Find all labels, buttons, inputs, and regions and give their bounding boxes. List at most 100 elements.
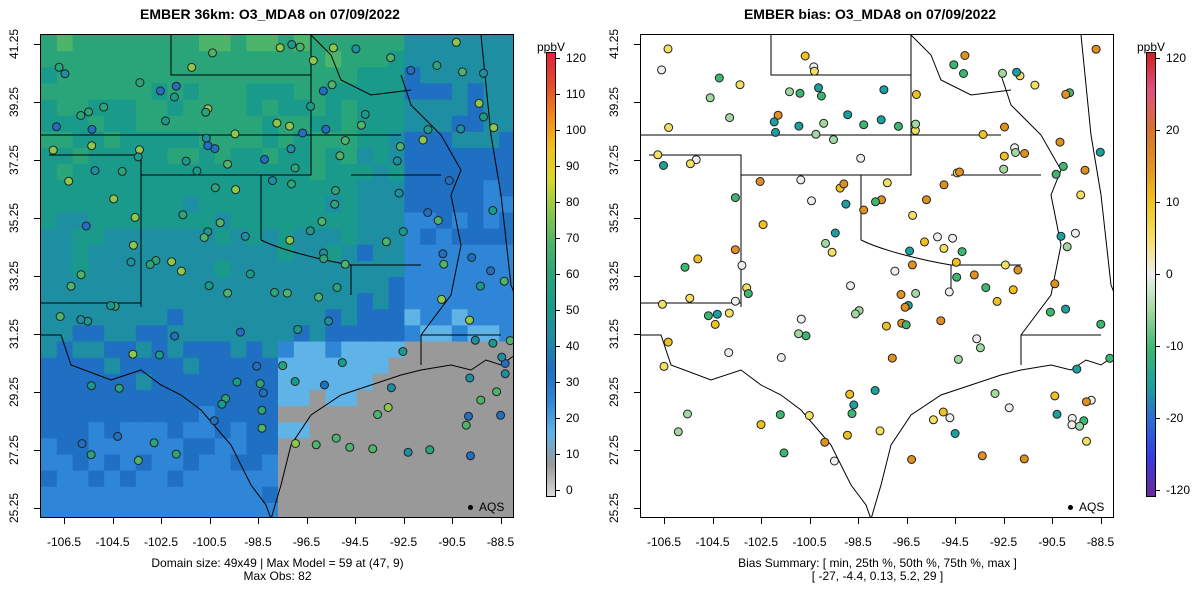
model-field-cell [404,131,421,149]
model-field-cell [151,373,168,391]
aqs-station-marker [933,232,942,242]
model-field-cell [467,422,484,439]
aqs-station-marker [1091,44,1101,54]
model-field-cell [56,422,74,439]
model-field-cell [41,373,58,391]
aqs-station-marker [171,81,181,91]
aqs-station-marker [257,423,267,433]
model-field-cell [104,99,121,117]
model-field-cell [183,293,200,310]
aqs-station-marker [972,334,982,344]
aqs-station-marker [231,185,241,195]
model-field-cell [72,180,89,197]
aqs-station-marker [90,166,100,176]
model-field-cell [404,406,421,423]
model-field-cell [120,406,137,423]
model-field-cell [467,115,484,133]
lat-tick-label: 35.25 [7,202,21,234]
aqs-station-marker [395,142,405,151]
model-field-cell [72,454,89,472]
model-field-cell [230,83,247,101]
model-field-cell [88,51,105,68]
model-field-cell [41,293,58,310]
model-field-cell [404,260,421,278]
colorbar-tick [556,490,560,491]
model-field-cell [56,406,74,423]
model-field-cell [388,325,405,343]
colorbar-label: 120 [1166,51,1187,65]
model-field-cell [183,470,200,488]
model-field-cell [151,196,168,214]
model-field-cell [451,180,469,197]
model-field-cell [72,325,89,343]
colorbar-label: 10 [1166,195,1180,209]
model-field-cell [151,228,168,246]
model-field-cell [88,180,105,197]
model-field-cell [262,67,279,84]
aqs-station-marker [875,426,885,436]
aqs-station-marker [948,233,958,243]
model-field-cell [88,406,105,423]
model-field-cell [104,228,121,246]
aqs-station-marker [260,154,269,164]
model-field-cell [183,373,200,391]
model-field-cell [104,131,121,149]
model-field-cell [262,212,279,230]
aqs-station-marker [161,116,170,126]
model-field-cell [120,99,137,117]
aqs-station-marker [893,121,903,131]
model-field-cell [151,180,168,197]
lat-tick-mark [34,44,40,45]
model-field-cell [56,83,74,101]
model-field-cell [151,422,168,439]
model-field-cell [262,51,279,68]
model-field-cell [151,357,168,375]
model-field-cell [104,438,121,456]
aqs-station-marker [829,456,839,466]
model-field-cell [246,131,263,149]
aqs-station-marker [178,210,188,220]
lon-tick-label: -96.5 [292,535,321,549]
lon-tick-mark [1052,518,1053,524]
model-field-cell [56,131,74,149]
model-field-cell [388,99,405,117]
model-field-cell [499,212,513,230]
aqs-station-marker [683,409,692,419]
aqs-station-marker [383,403,393,412]
aqs-station-marker [314,292,324,302]
state-boundary [271,355,513,517]
colorbar-label: 90 [566,159,580,173]
model-field-cell [120,147,137,165]
lat-tick-label: 29.25 [7,376,21,408]
model-field-cell [214,454,232,472]
model-field-cell [230,454,247,472]
model-field-cell [135,196,153,214]
model-field-cell [167,196,184,214]
model-field-cell [246,228,263,246]
aqs-station-marker [398,347,408,356]
aqs-station-marker [977,451,987,461]
model-field-cell [41,357,58,375]
aqs-legend-label: AQS [1079,500,1105,514]
aqs-station-marker [489,123,499,133]
model-field-cell [120,422,137,439]
aqs-station-marker [48,145,58,155]
model-field-cell [183,502,200,517]
model-field-cell [104,341,121,359]
colorbar-tick [1156,58,1160,59]
model-field-cell [56,99,74,117]
model-field-cell [214,35,232,52]
model-field-cell [56,293,74,310]
aqs-station-marker [291,439,300,448]
model-field-cell [56,325,74,343]
model-field-cell [357,373,374,391]
model-field-cell [293,260,311,278]
model-field-cell [341,228,358,246]
model-field-cell [104,51,121,68]
aqs-marker-icon [1068,505,1073,511]
aqs-station-marker [1082,436,1091,446]
model-field-cell [420,486,437,504]
colorbar-tick [556,94,560,95]
colorbar-label: 70 [566,231,580,245]
lon-tick-mark [64,518,65,524]
